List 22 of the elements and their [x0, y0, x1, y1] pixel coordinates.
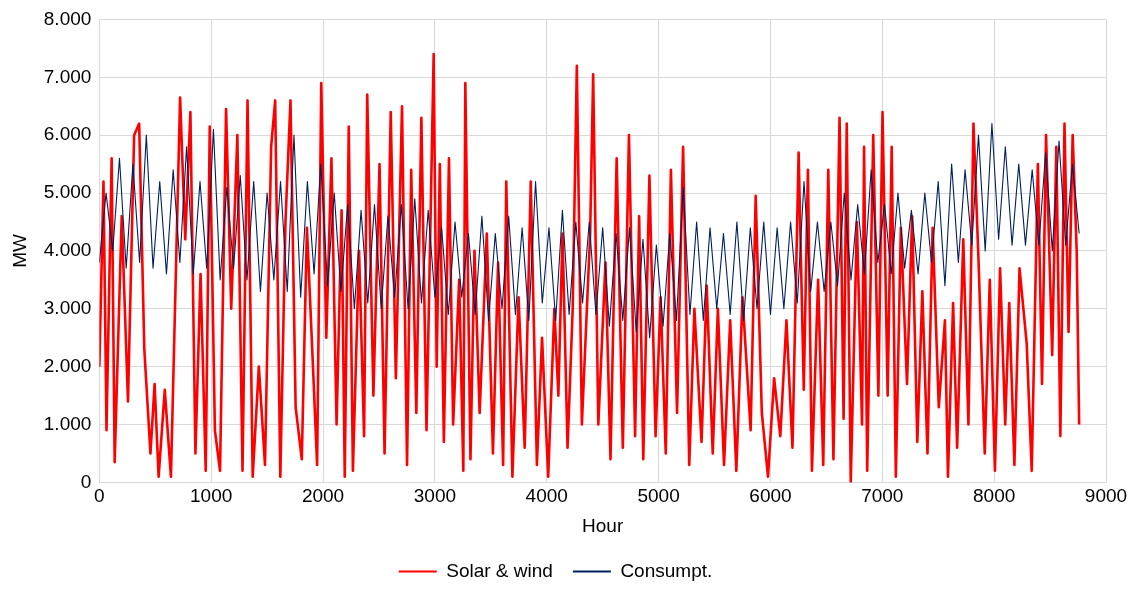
y-tick-label: 2.000 [43, 354, 92, 376]
x-tick-label: 6000 [749, 485, 792, 507]
x-tick-label: 1000 [190, 485, 233, 507]
y-tick-label: 7.000 [43, 65, 92, 87]
legend-label: Consumpt. [620, 559, 713, 581]
x-tick-label: 8000 [973, 485, 1016, 507]
y-tick-label: 5.000 [43, 181, 92, 203]
x-axis-title: Hour [582, 514, 624, 536]
x-tick-label: 3000 [413, 485, 457, 507]
y-tick-label: 4.000 [43, 239, 92, 261]
legend-label: Solar & wind [446, 559, 553, 581]
x-tick-label: 5000 [637, 485, 680, 507]
x-tick-label: 9000 [1084, 485, 1128, 507]
y-tick-label: 0 [80, 470, 92, 492]
x-tick-label: 7000 [861, 485, 904, 507]
y-tick-label: 3.000 [43, 297, 92, 319]
x-tick-label: 4000 [525, 485, 568, 507]
y-tick-label: 6.000 [43, 123, 92, 145]
x-tick-label: 2000 [301, 485, 345, 507]
y-tick-label: 8.000 [43, 7, 92, 29]
y-axis-title: MW [8, 233, 30, 268]
y-tick-label: 1.000 [43, 412, 92, 434]
